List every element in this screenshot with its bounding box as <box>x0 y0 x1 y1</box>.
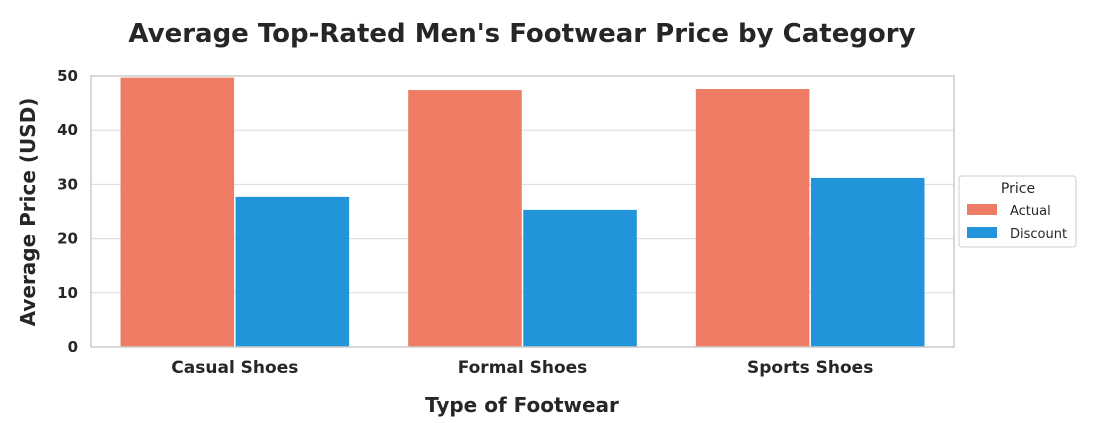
bar-discount-sports-shoes <box>810 177 925 347</box>
bar-actual-sports-shoes <box>695 89 810 348</box>
bars <box>120 77 925 348</box>
y-tick-label: 50 <box>57 67 78 85</box>
chart-title: Average Top-Rated Men's Footwear Price b… <box>128 19 915 49</box>
x-tick-label: Formal Shoes <box>458 358 588 378</box>
y-axis-label: Average Price (USD) <box>16 98 40 327</box>
x-tick-label: Sports Shoes <box>747 358 873 378</box>
y-axis-ticks: 0 10 20 30 40 50 <box>57 67 78 356</box>
plot-frame <box>90 75 955 348</box>
y-tick-label: 20 <box>57 230 78 248</box>
y-tick-label: 10 <box>57 284 78 302</box>
legend-label-discount: Discount <box>1010 227 1067 242</box>
gridlines <box>91 129 954 294</box>
bar-actual-formal-shoes <box>408 90 522 347</box>
y-tick-label: 40 <box>57 121 78 139</box>
legend-swatch-actual <box>967 204 997 215</box>
x-axis-ticks: Casual Shoes Formal Shoes Sports Shoes <box>171 358 873 378</box>
bar-discount-casual-shoes <box>235 196 350 347</box>
bar-discount-formal-shoes <box>523 209 637 347</box>
y-tick-label: 30 <box>57 175 78 193</box>
legend-title: Price <box>1001 181 1035 197</box>
legend: Price Actual Discount <box>958 175 1077 248</box>
x-tick-label: Casual Shoes <box>171 358 298 378</box>
legend-swatch-discount <box>967 227 997 238</box>
bar-actual-casual-shoes <box>120 77 235 347</box>
x-axis-label: Type of Footwear <box>425 393 619 417</box>
y-tick-label: 0 <box>68 338 78 356</box>
legend-label-actual: Actual <box>1010 204 1051 219</box>
